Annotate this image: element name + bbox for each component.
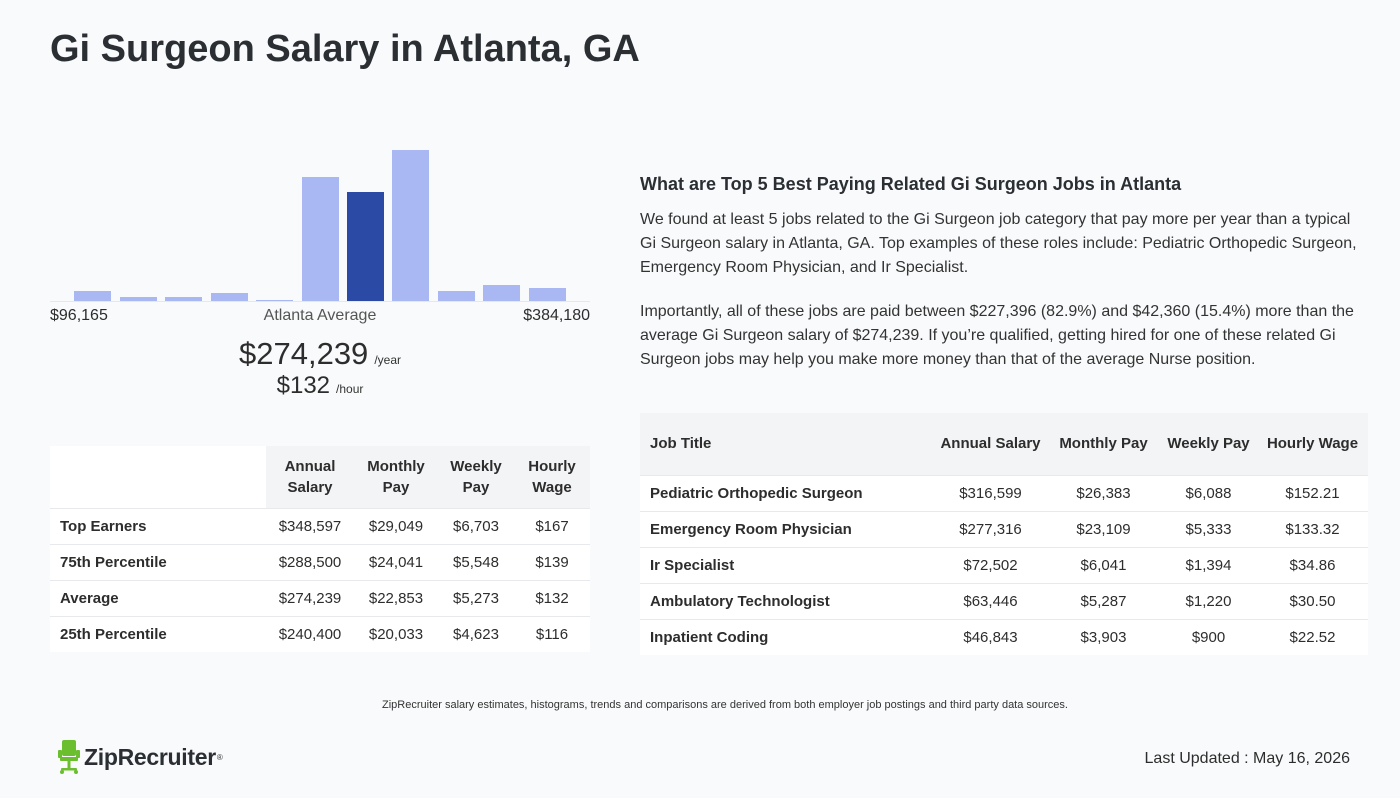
hourly-wage-header: Hourly Wage xyxy=(514,446,590,508)
table-cell: $5,333 xyxy=(1160,510,1257,547)
histogram-bar xyxy=(528,288,566,302)
table-cell: $1,220 xyxy=(1160,582,1257,619)
table-cell: $72,502 xyxy=(934,546,1047,583)
table-cell: $34.86 xyxy=(1257,546,1368,583)
table-cell: $167 xyxy=(514,507,590,544)
related-jobs-paragraph-1: We found at least 5 jobs related to the … xyxy=(640,211,1357,276)
average-yearly: $274,239/year xyxy=(50,336,590,372)
histogram-baseline xyxy=(50,301,590,302)
table-cell: $5,287 xyxy=(1047,582,1160,619)
table-row: Emergency Room Physician $277,316 $23,109 $… xyxy=(640,510,1368,547)
table-cell: $63,446 xyxy=(934,582,1047,619)
row-label: 25th Percentile xyxy=(50,615,266,652)
table-cell: $23,109 xyxy=(1047,510,1160,547)
table-cell: $3,903 xyxy=(1047,618,1160,655)
table-row: Average $274,239 $22,853 $5,273 $132 xyxy=(50,579,590,616)
range-min-label: $96,165 xyxy=(50,307,108,324)
histogram-bar xyxy=(483,285,521,302)
last-updated: Last Updated : May 16, 2026 xyxy=(1144,750,1350,767)
average-hourly-value: $132 xyxy=(276,372,331,399)
hourly-wage-header: Hourly Wage xyxy=(1257,413,1368,475)
table-cell: $24,041 xyxy=(354,543,438,580)
table-cell: $30.50 xyxy=(1257,582,1368,619)
table-cell: $4,623 xyxy=(438,615,514,652)
table-cell: $348,597 xyxy=(266,507,354,544)
table-row: 75th Percentile $288,500 $24,041 $5,548 $139 xyxy=(50,543,590,580)
page-title: Gi Surgeon Salary in Atlanta, GA xyxy=(50,28,640,70)
job-title-cell[interactable]: Ir Specialist xyxy=(640,546,934,583)
table-cell: $29,049 xyxy=(354,507,438,544)
weekly-pay-header: Weekly Pay xyxy=(1160,413,1257,475)
monthly-pay-header: Monthly Pay xyxy=(1047,413,1160,475)
logo-text: ZipRecruiter xyxy=(84,743,216,770)
weekly-pay-header: Weekly Pay xyxy=(438,446,514,508)
table-cell: $900 xyxy=(1160,618,1257,655)
table-cell: $5,548 xyxy=(438,543,514,580)
table-cell: $5,273 xyxy=(438,579,514,616)
table-cell: $274,239 xyxy=(266,579,354,616)
percentile-table: Annual Salary Monthly Pay Weekly Pay Hou… xyxy=(50,446,590,652)
table-cell: $26,383 xyxy=(1047,474,1160,511)
table-cell: $6,088 xyxy=(1160,474,1257,511)
table-row: Pediatric Orthopedic Surgeon $316,599 $26,… xyxy=(640,474,1368,511)
table-cell: $22,853 xyxy=(354,579,438,616)
table-cell: $277,316 xyxy=(934,510,1047,547)
job-title-cell[interactable]: Pediatric Orthopedic Surgeon xyxy=(640,474,934,511)
table-row: 25th Percentile $240,400 $20,033 $4,623 $116 xyxy=(50,615,590,652)
average-yearly-unit: /year xyxy=(374,353,401,367)
job-title-cell[interactable]: Ambulatory Technologist xyxy=(640,582,934,619)
row-label: 75th Percentile xyxy=(50,543,266,580)
table-cell: $132 xyxy=(514,579,590,616)
monthly-pay-header: Monthly Pay xyxy=(354,446,438,508)
table-cell: $116 xyxy=(514,615,590,652)
table-cell: $22.52 xyxy=(1257,618,1368,655)
job-title-header: Job Title xyxy=(640,413,934,475)
histogram-bar-average xyxy=(346,192,384,302)
annual-salary-header: Annual Salary xyxy=(266,446,354,508)
salary-histogram xyxy=(70,140,570,302)
table-cell: $1,394 xyxy=(1160,546,1257,583)
annual-salary-header: Annual Salary xyxy=(934,413,1047,475)
ziprecruiter-logo[interactable]: ZipRecruiter ® xyxy=(58,740,223,774)
average-hourly-unit: /hour xyxy=(336,382,364,396)
percentile-table-header: Annual Salary Monthly Pay Weekly Pay Hou… xyxy=(50,446,590,508)
table-cell: $316,599 xyxy=(934,474,1047,511)
table-cell: $6,041 xyxy=(1047,546,1160,583)
logo-registered-mark: ® xyxy=(216,752,223,762)
histogram-bar xyxy=(119,297,157,302)
table-row: Ambulatory Technologist $63,446 $5,287 $1,2… xyxy=(640,582,1368,619)
blank-header-cell xyxy=(50,446,266,508)
histogram-bar xyxy=(165,297,203,302)
table-cell: $6,703 xyxy=(438,507,514,544)
row-label: Top Earners xyxy=(50,507,266,544)
histogram-bar xyxy=(301,177,339,302)
job-title-cell[interactable]: Inpatient Coding xyxy=(640,618,934,655)
table-row: Ir Specialist $72,502 $6,041 $1,394 $34.86 xyxy=(640,546,1368,583)
table-row: Top Earners $348,597 $29,049 $6,703 $167 xyxy=(50,507,590,544)
histogram-bar xyxy=(74,291,112,302)
related-jobs-table-header: Job Title Annual Salary Monthly Pay Week… xyxy=(640,413,1368,475)
table-row: Inpatient Coding $46,843 $3,903 $900 $22.52 xyxy=(640,618,1368,655)
histogram-bar xyxy=(210,293,248,302)
related-jobs-table: Job Title Annual Salary Monthly Pay Week… xyxy=(640,413,1368,655)
table-cell: $20,033 xyxy=(354,615,438,652)
table-cell: $139 xyxy=(514,543,590,580)
table-cell: $133.32 xyxy=(1257,510,1368,547)
average-label: Atlanta Average xyxy=(263,307,377,324)
range-max-label: $384,180 xyxy=(523,307,590,324)
table-cell: $46,843 xyxy=(934,618,1047,655)
average-hourly: $132/hour xyxy=(50,372,590,400)
related-jobs-paragraph-2: Importantly, all of these jobs are paid … xyxy=(640,303,1354,368)
histogram-bar xyxy=(392,150,430,302)
row-label: Average xyxy=(50,579,266,616)
related-jobs-heading: What are Top 5 Best Paying Related Gi Su… xyxy=(640,174,1182,194)
histogram-bar xyxy=(437,291,475,302)
chair-icon xyxy=(58,740,80,774)
job-title-cell[interactable]: Emergency Room Physician xyxy=(640,510,934,547)
table-cell: $288,500 xyxy=(266,543,354,580)
table-cell: $240,400 xyxy=(266,615,354,652)
disclaimer: ZipRecruiter salary estimates, histogram… xyxy=(382,699,1068,711)
table-cell: $152.21 xyxy=(1257,474,1368,511)
average-yearly-value: $274,239 xyxy=(239,336,369,371)
